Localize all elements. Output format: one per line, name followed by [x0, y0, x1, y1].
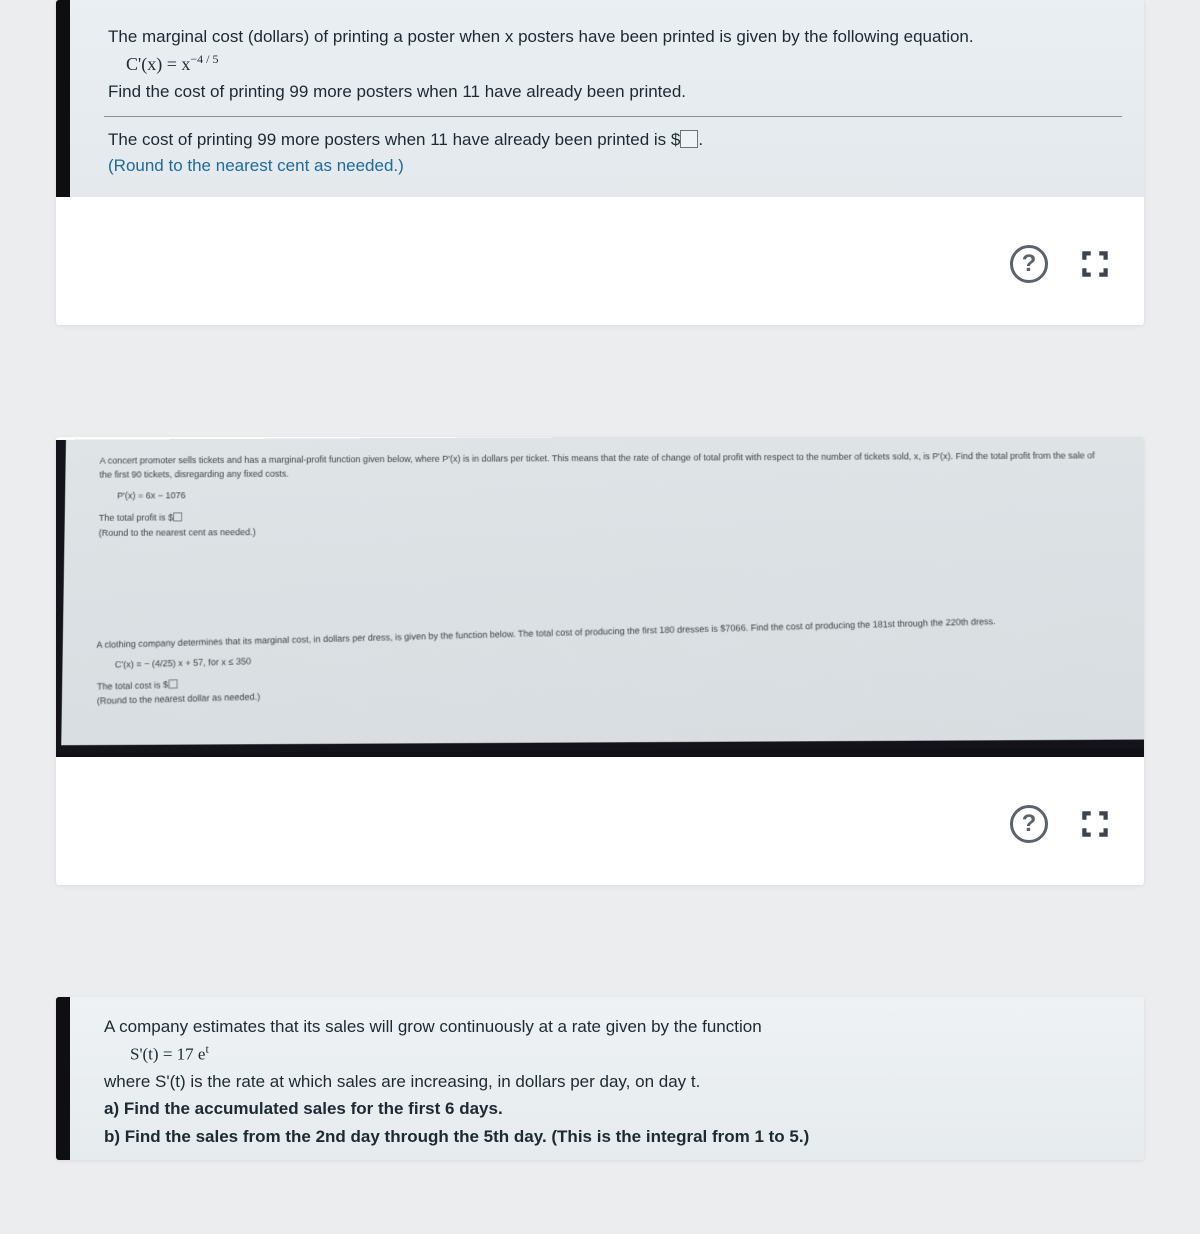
part-b: b) Find the sales from the 2nd day throu… [104, 1123, 1118, 1150]
part-a: a) Find the accumulated sales for the fi… [104, 1095, 1118, 1122]
answer-input-box-2b[interactable] [168, 679, 177, 688]
question-body-3: A company estimates that its sales will … [56, 997, 1144, 1160]
help-icon: ? [1010, 245, 1048, 283]
question-body-2: A concert promoter sells tickets and has… [56, 437, 1144, 753]
question-body-2b: A clothing company determines that its m… [97, 611, 1131, 709]
equation-3: S'(t) = 17 et [104, 1040, 1118, 1068]
problem-statement: The marginal cost (dollars) of printing … [108, 24, 1118, 50]
question-photo-1: The marginal cost (dollars) of printing … [56, 0, 1144, 197]
equation: C'(x) = x−4 / 5 [108, 50, 1118, 79]
card-toolbar: ? [56, 197, 1144, 325]
question-card-3: A company estimates that its sales will … [56, 997, 1144, 1160]
answer-input-box-2a[interactable] [173, 513, 182, 522]
problem-context-3: where S'(t) is the rate at which sales a… [104, 1068, 1118, 1095]
fullscreen-button[interactable] [1074, 803, 1116, 845]
problem-instruction: Find the cost of printing 99 more poster… [108, 79, 1118, 105]
divider [104, 116, 1122, 117]
card-toolbar-2: ? [56, 757, 1144, 885]
question-photo-2: A concert promoter sells tickets and has… [56, 437, 1144, 757]
question-body-1: The marginal cost (dollars) of printing … [56, 0, 1144, 197]
question-card-2: A concert promoter sells tickets and has… [56, 437, 1144, 885]
help-button[interactable]: ? [1008, 803, 1050, 845]
help-button[interactable]: ? [1008, 243, 1050, 285]
rounding-note: (Round to the nearest cent as needed.) [108, 153, 1118, 179]
fullscreen-icon [1078, 247, 1112, 281]
help-icon: ? [1010, 805, 1048, 843]
fullscreen-button[interactable] [1074, 243, 1116, 285]
question-photo-3: A company estimates that its sales will … [56, 997, 1144, 1160]
problem-statement-3: A company estimates that its sales will … [104, 1013, 1118, 1040]
fullscreen-icon [1078, 807, 1112, 841]
question-card-1: The marginal cost (dollars) of printing … [56, 0, 1144, 325]
answer-line: The cost of printing 99 more posters whe… [108, 127, 1118, 153]
answer-input-box[interactable] [680, 130, 698, 148]
